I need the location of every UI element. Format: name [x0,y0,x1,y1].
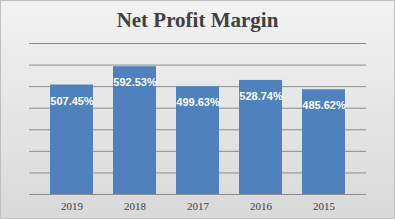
svg-text:499.63%: 499.63% [176,96,220,108]
svg-text:2015: 2015 [313,200,336,212]
svg-text:485.62%: 485.62% [302,99,346,111]
svg-text:2018: 2018 [124,200,147,212]
svg-text:2016: 2016 [250,200,273,212]
html-text:Net Profit Margin: Net Profit Margin [116,8,279,32]
svg-text:2019: 2019 [61,200,84,212]
svg-text:2017: 2017 [187,200,210,212]
svg-text:507.45%: 507.45% [50,95,94,107]
svg-text:528.74%: 528.74% [239,90,283,102]
svg-text:592.53%: 592.53% [113,76,157,88]
